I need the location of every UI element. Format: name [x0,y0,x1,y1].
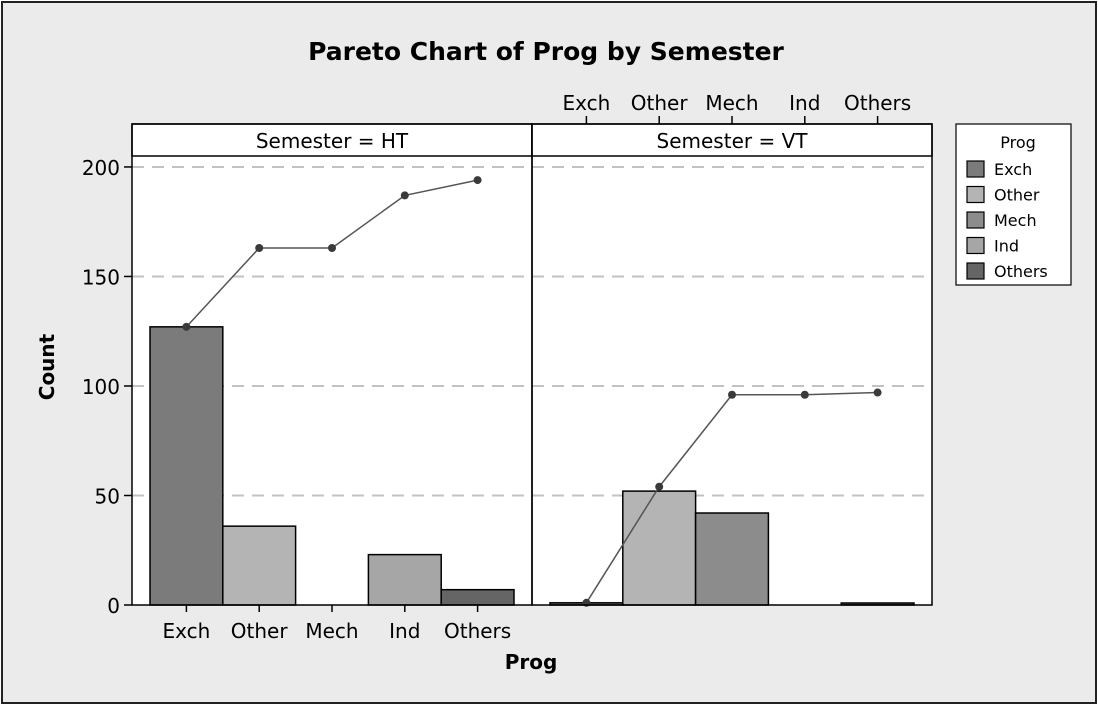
legend-label: Ind [994,237,1019,256]
x-tick-label: Ind [389,619,420,643]
legend-label: Other [994,186,1040,205]
cumulative-point [400,191,409,200]
x-tick-label: Mech [705,91,758,115]
plot-area: 0 50 100 150 200 Semester = HT Exch Other Mech In… [82,91,933,643]
legend-swatch-mech [966,211,985,229]
y-tick-label: 200 [82,156,120,180]
bar-other [622,490,697,606]
bar-ind [367,553,442,606]
chart-title: Pareto Chart of Prog by Semester [308,37,784,66]
panel-strip-label: Semester = VT [657,129,809,153]
y-tick-label: 150 [82,265,120,289]
cumulative-point [182,322,191,331]
x-axis-label: Prog [505,650,558,674]
legend-label: Others [994,262,1048,281]
legend-swatch-ind [966,236,985,255]
legend-swatch-exch [966,160,985,178]
y-axis-label: Count [35,333,59,400]
cumulative-point [800,390,809,399]
panel-strip-label: Semester = HT [256,129,409,153]
legend-label: Exch [994,160,1032,179]
y-tick-label: 50 [95,484,120,508]
legend-swatch-others [966,262,985,280]
y-tick-label: 0 [107,594,120,618]
y-tick-label: 100 [82,375,120,399]
legend-swatch-other [966,185,985,204]
cumulative-point [728,390,736,399]
cumulative-point [255,243,264,252]
cumulative-point [328,243,336,252]
legend-title: Prog [1000,133,1036,152]
legend-label: Mech [994,211,1037,230]
panel-border [531,123,933,606]
x-tick-label: Exch [563,91,611,115]
x-tick-label: Mech [305,619,358,643]
x-tick-label: Exch [163,619,211,643]
legend-box [955,123,1072,286]
legend: Prog Exch Other Mech Ind Others [955,123,1072,286]
cumulative-point [655,482,664,491]
x-tick-label: Other [631,91,689,115]
bar-others [440,588,515,606]
cumulative-point [473,176,482,185]
cumulative-point [873,388,882,397]
x-tick-label: Ind [789,91,820,115]
bar-exch [149,326,224,606]
x-tick-label: Others [844,91,911,115]
bar-other [222,525,297,606]
bar-mech [694,512,770,606]
x-tick-label: Others [444,619,511,643]
x-tick-label: Other [231,619,289,643]
